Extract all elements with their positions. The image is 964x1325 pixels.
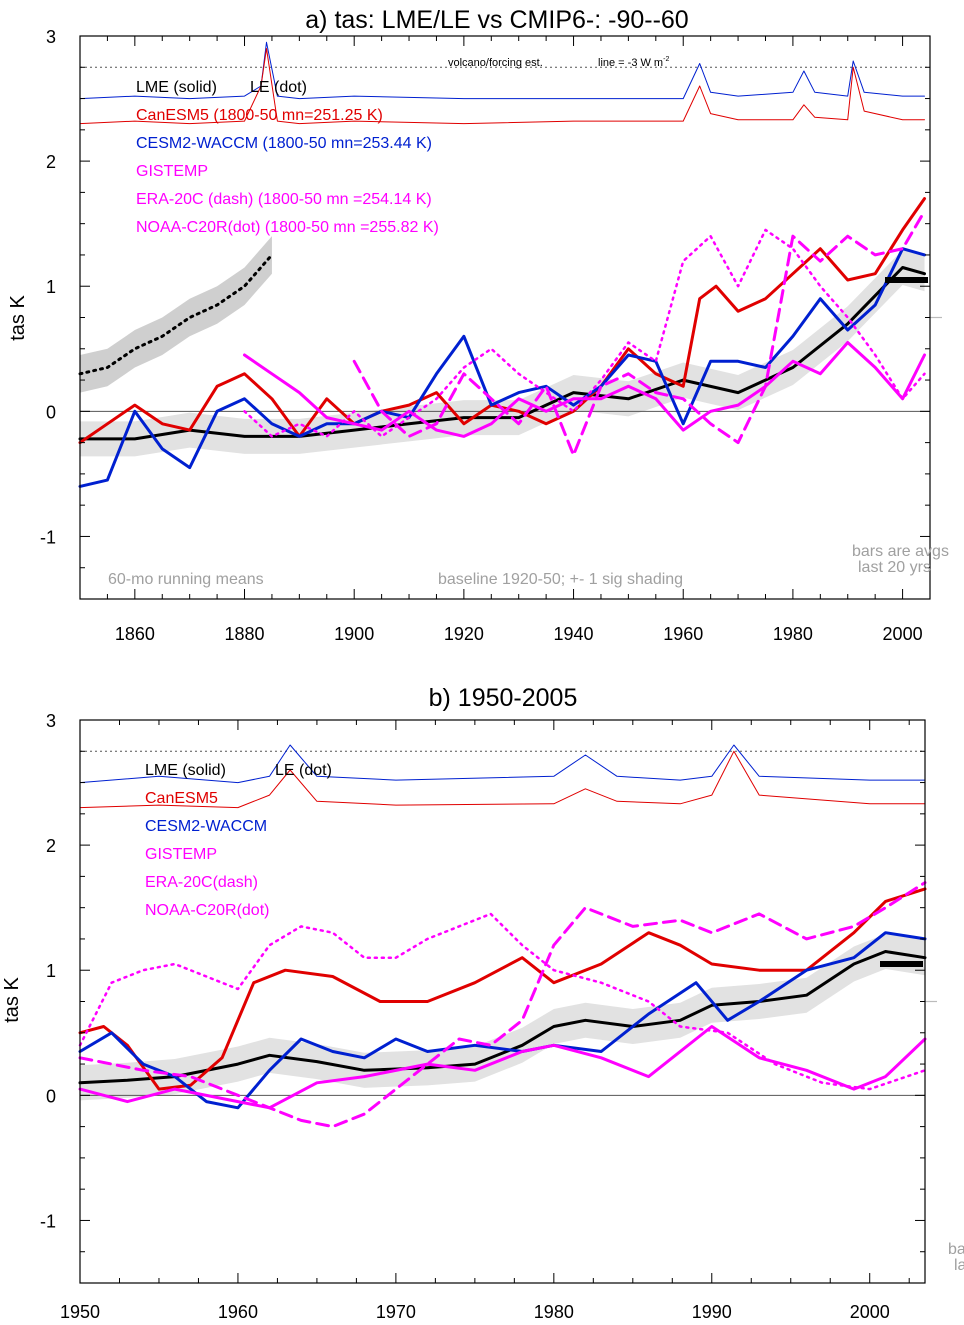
x-tick-label: 1980 xyxy=(534,1302,574,1322)
y-tick-label: -1 xyxy=(40,1211,56,1231)
bars-note-b-1: ba xyxy=(948,1241,964,1258)
forcing-line-text: line = -3 W m xyxy=(598,57,663,69)
lme-sigma-shading xyxy=(80,249,925,457)
series-lme-volcanic-forcing-blue xyxy=(79,744,926,784)
x-tick-label: 1900 xyxy=(334,624,374,644)
y-tick-label: 2 xyxy=(46,152,56,172)
forcing-line-note: line = -3 W m-2 xyxy=(598,56,669,69)
y-tick-label: 0 xyxy=(46,1086,56,1106)
series-canesm5-forcing-red xyxy=(79,48,925,125)
series-era-20c-dash xyxy=(352,209,926,457)
series-cesm2-waccm xyxy=(78,931,927,1110)
y-tick-label: 3 xyxy=(46,27,56,47)
baseline-note: baseline 1920-50; +- 1 sig shading xyxy=(438,571,683,588)
legend-b-noaa: NOAA-C20R(dot) xyxy=(145,902,269,919)
y-tick-label: 1 xyxy=(46,961,56,981)
x-tick-label: 2000 xyxy=(850,1302,890,1322)
bars-note-2: last 20 yrs xyxy=(858,559,931,576)
forcing-note: volcano/forcing est. xyxy=(448,57,543,69)
series-canesm5 xyxy=(78,887,927,1091)
le-sigma-shading xyxy=(80,236,272,393)
legend-a-noaa: NOAA-C20R(dot) (1800-50 mn =255.82 K) xyxy=(136,219,439,236)
panel-b: b) 1950-2005 1950 1960 1970 1980 1990 2000 -1 0… xyxy=(1,684,964,1322)
x-tick-label: 2000 xyxy=(883,624,923,644)
x-tick-label: 1880 xyxy=(224,624,264,644)
y-tick-label: 0 xyxy=(46,402,56,422)
legend-a-cesm2: CESM2-WACCM (1800-50 mn=253.44 K) xyxy=(136,135,432,152)
series-era-20c-dash xyxy=(78,881,927,1129)
y-tick-label: 3 xyxy=(46,711,56,731)
legend-b-era20c: ERA-20C(dash) xyxy=(145,874,258,891)
x-tick-label: 1950 xyxy=(60,1302,100,1322)
bars-note-1: bars are avgs xyxy=(852,543,949,560)
panel-b-series xyxy=(78,744,937,1129)
panel-a: a) tas: LME/LE vs CMIP6-: -90--60 1860 18… xyxy=(7,6,949,644)
x-tick-label: 1920 xyxy=(444,624,484,644)
legend-b-cesm2: CESM2-WACCM xyxy=(145,818,267,835)
x-tick-label: 1970 xyxy=(376,1302,416,1322)
legend-b-le: LE (dot) xyxy=(275,762,332,779)
series-noaa-c20r-dot xyxy=(243,228,926,438)
panel-b-title: b) 1950-2005 xyxy=(429,684,578,712)
x-tick-label: 1980 xyxy=(773,624,813,644)
panel-a-ticks: 1860 1880 1900 1920 1940 1960 1980 2000 -1 0 1 2 3 xyxy=(40,27,931,644)
y-tick-label: 2 xyxy=(46,836,56,856)
series-le-dot xyxy=(78,253,274,376)
forcing-line-sup: -2 xyxy=(663,56,669,63)
series-canesm5-forcing-red xyxy=(79,750,926,809)
panel-b-shading xyxy=(80,933,925,1101)
series-lme-ensemble-mean xyxy=(78,950,927,1085)
running-mean-note: 60-mo running means xyxy=(108,571,264,588)
series-gistemp xyxy=(78,1025,927,1110)
legend-b-gistemp: GISTEMP xyxy=(145,846,217,863)
series-noaa-c20r-dot xyxy=(78,912,927,1091)
y-tick-label: -1 xyxy=(40,527,56,547)
legend-a-canesm5: CanESM5 (1800-50 mn=251.25 K) xyxy=(136,107,383,124)
legend-a-era20c: ERA-20C (dash) (1800-50 mn =254.14 K) xyxy=(136,191,432,208)
x-tick-label: 1940 xyxy=(554,624,594,644)
panel-b-ticks: 1950 1960 1970 1980 1990 2000 -1 0 1 2 3 xyxy=(40,711,925,1322)
panel-a-title: a) tas: LME/LE vs CMIP6-: -90--60 xyxy=(305,6,688,34)
series-lme-volcanic-forcing-blue xyxy=(79,41,925,100)
y-tick-label: 1 xyxy=(46,277,56,297)
x-tick-label: 1960 xyxy=(218,1302,258,1322)
legend-b-lme: LME (solid) xyxy=(145,762,226,779)
panel-a-series xyxy=(78,41,942,488)
lme-sigma-shading xyxy=(80,933,925,1101)
series-cesm2-waccm xyxy=(78,247,926,488)
legend-a-le: LE (dot) xyxy=(250,79,307,96)
series-lme-ensemble-mean xyxy=(78,266,926,441)
panel-b-ylabel: tas K xyxy=(1,977,23,1023)
x-tick-label: 1860 xyxy=(115,624,155,644)
bars-note-b-2: la xyxy=(954,1257,964,1274)
legend-a-gistemp: GISTEMP xyxy=(136,163,208,180)
legend-b-canesm5: CanESM5 xyxy=(145,790,218,807)
legend-a-lme: LME (solid) xyxy=(136,79,217,96)
x-tick-label: 1990 xyxy=(692,1302,732,1322)
series-gistemp xyxy=(243,341,926,438)
x-tick-label: 1960 xyxy=(663,624,703,644)
panel-a-ylabel: tas K xyxy=(7,295,29,341)
